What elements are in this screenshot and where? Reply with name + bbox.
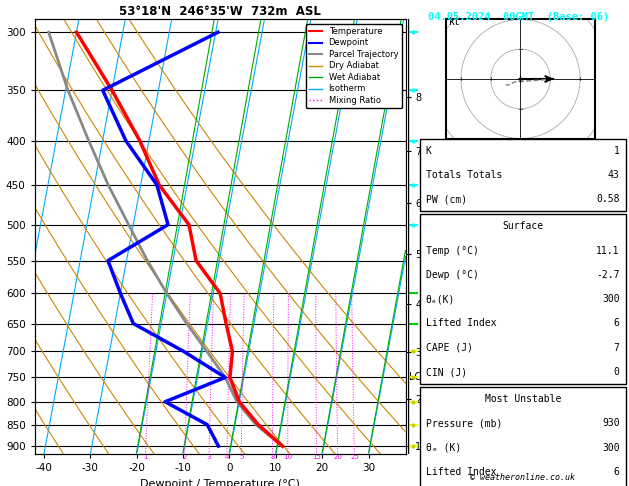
Bar: [420, 139, 626, 211]
Text: 43: 43: [608, 170, 620, 180]
X-axis label: Dewpoint / Temperature (°C): Dewpoint / Temperature (°C): [140, 479, 300, 486]
Text: 4: 4: [225, 454, 229, 460]
Text: 11.1: 11.1: [596, 245, 620, 256]
Y-axis label: km
ASL: km ASL: [429, 226, 447, 248]
Text: 6: 6: [614, 318, 620, 329]
Text: 930: 930: [602, 418, 620, 428]
Text: Most Unstable: Most Unstable: [484, 394, 561, 404]
Text: 6: 6: [614, 467, 620, 477]
Text: 0: 0: [614, 367, 620, 377]
Text: 7: 7: [614, 343, 620, 353]
Text: Lifted Index: Lifted Index: [426, 318, 496, 329]
Text: 300: 300: [602, 294, 620, 304]
Bar: [420, 387, 626, 486]
Bar: [420, 214, 626, 384]
Text: Lifted Index: Lifted Index: [426, 467, 496, 477]
Text: Totals Totals: Totals Totals: [426, 170, 502, 180]
Text: 0.58: 0.58: [596, 194, 620, 204]
Text: 1: 1: [614, 146, 620, 156]
Text: Surface: Surface: [502, 221, 543, 231]
Text: K: K: [426, 146, 431, 156]
Text: 04.05.2024  00GMT  (Base: 06): 04.05.2024 00GMT (Base: 06): [428, 12, 610, 22]
Text: 3: 3: [207, 454, 211, 460]
Text: 5: 5: [239, 454, 243, 460]
Text: © weatheronline.co.uk: © weatheronline.co.uk: [470, 473, 575, 482]
Title: 53°18'N  246°35'W  732m  ASL: 53°18'N 246°35'W 732m ASL: [120, 5, 321, 18]
Text: CIN (J): CIN (J): [426, 367, 467, 377]
Text: 20: 20: [333, 454, 342, 460]
Text: 8: 8: [270, 454, 275, 460]
Text: -2.7: -2.7: [596, 270, 620, 280]
Text: 10: 10: [283, 454, 292, 460]
Text: Dewp (°C): Dewp (°C): [426, 270, 479, 280]
Text: θₑ(K): θₑ(K): [426, 294, 455, 304]
Text: PW (cm): PW (cm): [426, 194, 467, 204]
Text: 25: 25: [350, 454, 359, 460]
Text: 2: 2: [182, 454, 187, 460]
Text: Temp (°C): Temp (°C): [426, 245, 479, 256]
Legend: Temperature, Dewpoint, Parcel Trajectory, Dry Adiabat, Wet Adiabat, Isotherm, Mi: Temperature, Dewpoint, Parcel Trajectory…: [306, 24, 401, 108]
Text: θₑ (K): θₑ (K): [426, 443, 461, 452]
Text: 15: 15: [312, 454, 321, 460]
Text: kt: kt: [449, 17, 461, 27]
Text: 300: 300: [602, 443, 620, 452]
Text: 1: 1: [143, 454, 148, 460]
Text: LCL: LCL: [409, 372, 427, 382]
Text: Pressure (mb): Pressure (mb): [426, 418, 502, 428]
Text: CAPE (J): CAPE (J): [426, 343, 473, 353]
